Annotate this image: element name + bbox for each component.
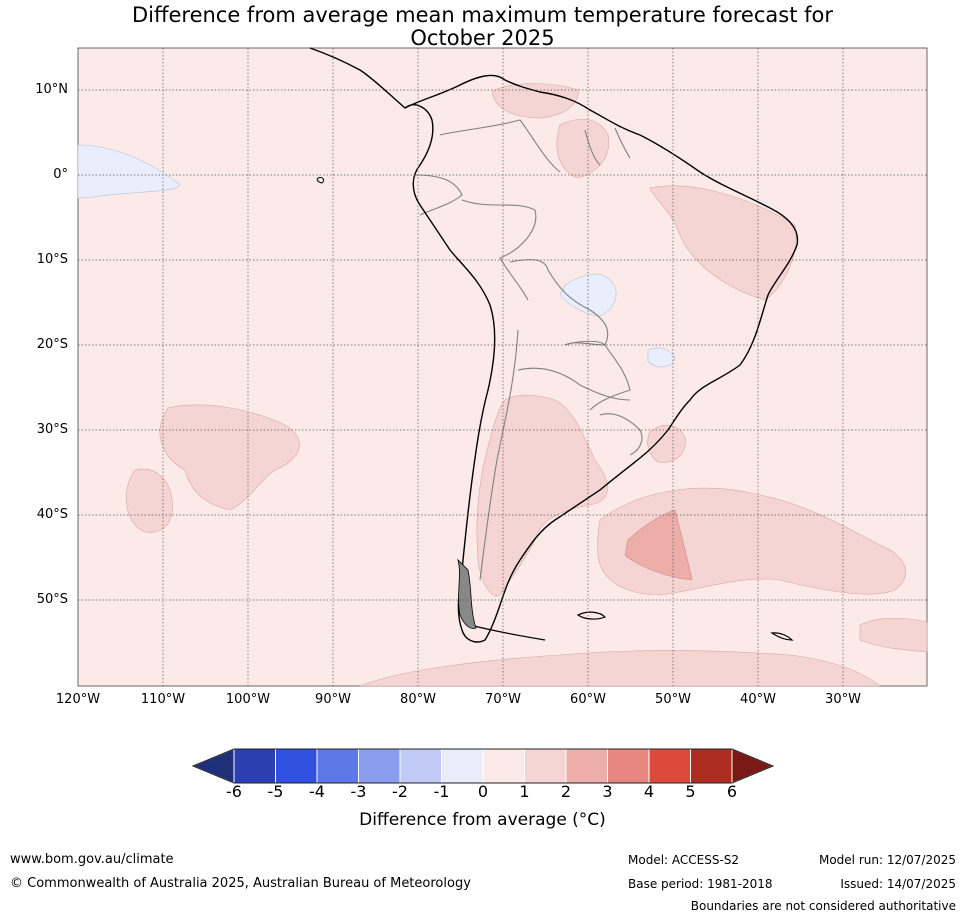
south-georgia [770,632,794,641]
map-title: Difference from average mean maximum tem… [0,4,965,50]
anomaly-region-strong [624,509,693,581]
colorbar-tick: -5 [267,782,284,801]
footer-issued: Issued: 14/07/2025 [840,877,956,891]
lon-label-90w: 90°W [315,692,351,707]
lon-label-110w: 110°W [140,692,186,707]
lon-label-70w: 70°W [485,692,521,707]
colorbar [191,748,775,784]
lat-label-40s: 40°S [36,507,68,522]
colorbar-segment-5 [690,748,733,784]
chile-fjords [457,558,477,629]
colorbar-segment-4 [648,748,691,784]
colorbar-segment-2 [565,748,608,784]
colorbar-segment-neg6 [233,748,276,784]
south-america-coastline [309,47,799,643]
lat-label-10n: 10°N [35,82,68,97]
colorbar-tick: 6 [726,782,738,801]
anomaly-region-south [359,650,881,687]
neg-region-pacific [77,144,181,199]
colorbar-segment-1 [524,748,567,784]
lat-label-0: 0° [53,167,68,182]
neg-region-bolivia [559,273,617,317]
lat-label-10s: 10°S [36,252,68,267]
title-line-2: October 2025 [410,26,555,50]
border-venezuela-colombia [439,119,561,173]
colorbar-segment-3 [607,748,650,784]
colorbar-tick: 1 [519,782,530,801]
anomaly-region-brazil-ne [649,185,797,301]
colorbar-tick: -4 [309,782,325,801]
lon-label-50w: 50°W [655,692,691,707]
lon-label-80w: 80°W [400,692,436,707]
colorbar-arrow-high [731,748,775,784]
border-bolivia [509,259,609,346]
colorbar-tick: 5 [685,782,696,801]
footer-copyright: © Commonwealth of Australia 2025, Austra… [10,876,471,891]
colorbar-segment-neg1 [441,748,484,784]
footer-model: Model: ACCESS-S2 [628,853,740,867]
country-borders [414,119,643,581]
colorbar-arrow-low [191,748,235,784]
lon-label-120w: 120°W [55,692,101,707]
anomaly-region-guiana [556,118,610,179]
neg-region-brazil [647,347,676,368]
border-guianas [584,127,631,166]
colorbar-segment-0 [482,748,525,784]
colorbar-segment-neg2 [399,748,442,784]
border-chile-argentina [479,329,519,581]
colorbar-label: Difference from average (°C) [359,810,606,830]
border-uruguay [599,413,643,456]
lat-label-20s: 20°S [36,337,68,352]
footer-disclaimer: Boundaries are not considered authoritat… [690,899,956,913]
colorbar-tick: -3 [350,782,367,801]
lat-label-50s: 50°S [36,592,68,607]
footer-url: www.bom.gov.au/climate [10,852,174,867]
colorbar-tick: -2 [392,782,408,801]
border-argentina-north [517,367,631,401]
lat-label-30s: 30°S [36,422,68,437]
galapagos-islands [316,177,325,184]
negative-anomaly-shading [77,144,676,368]
colorbar-tick: 0 [477,782,489,801]
colorbar-outline [191,748,775,784]
border-paraguay [564,340,631,411]
colorbar-segment-neg5 [275,748,318,784]
colorbar-tick: 4 [643,782,655,801]
colorbar-tick: 2 [560,782,572,801]
colorbar-tick: -6 [226,782,242,801]
border-ecuador [414,174,463,216]
footer-base-period: Base period: 1981-2018 [628,877,773,891]
anomaly-region-east [859,618,928,653]
lon-label-60w: 60°W [570,692,606,707]
falkland-islands [576,611,607,620]
lon-label-100w: 100°W [225,692,271,707]
title-line-1: Difference from average mean maximum tem… [132,3,833,27]
colorbar-segment-neg3 [358,748,401,784]
map-gridlines [78,48,927,686]
border-peru-brazil [461,199,537,301]
footer-model-run: Model run: 12/07/2025 [818,853,956,867]
anomaly-region-pacific-1 [159,404,300,511]
colorbar-tick: 3 [602,782,613,801]
colorbar-segment-neg4 [316,748,359,784]
colorbar-tick: -1 [433,782,450,801]
lon-label-40w: 40°W [740,692,776,707]
lon-label-30w: 30°W [825,692,861,707]
anomaly-region-north [491,83,579,119]
